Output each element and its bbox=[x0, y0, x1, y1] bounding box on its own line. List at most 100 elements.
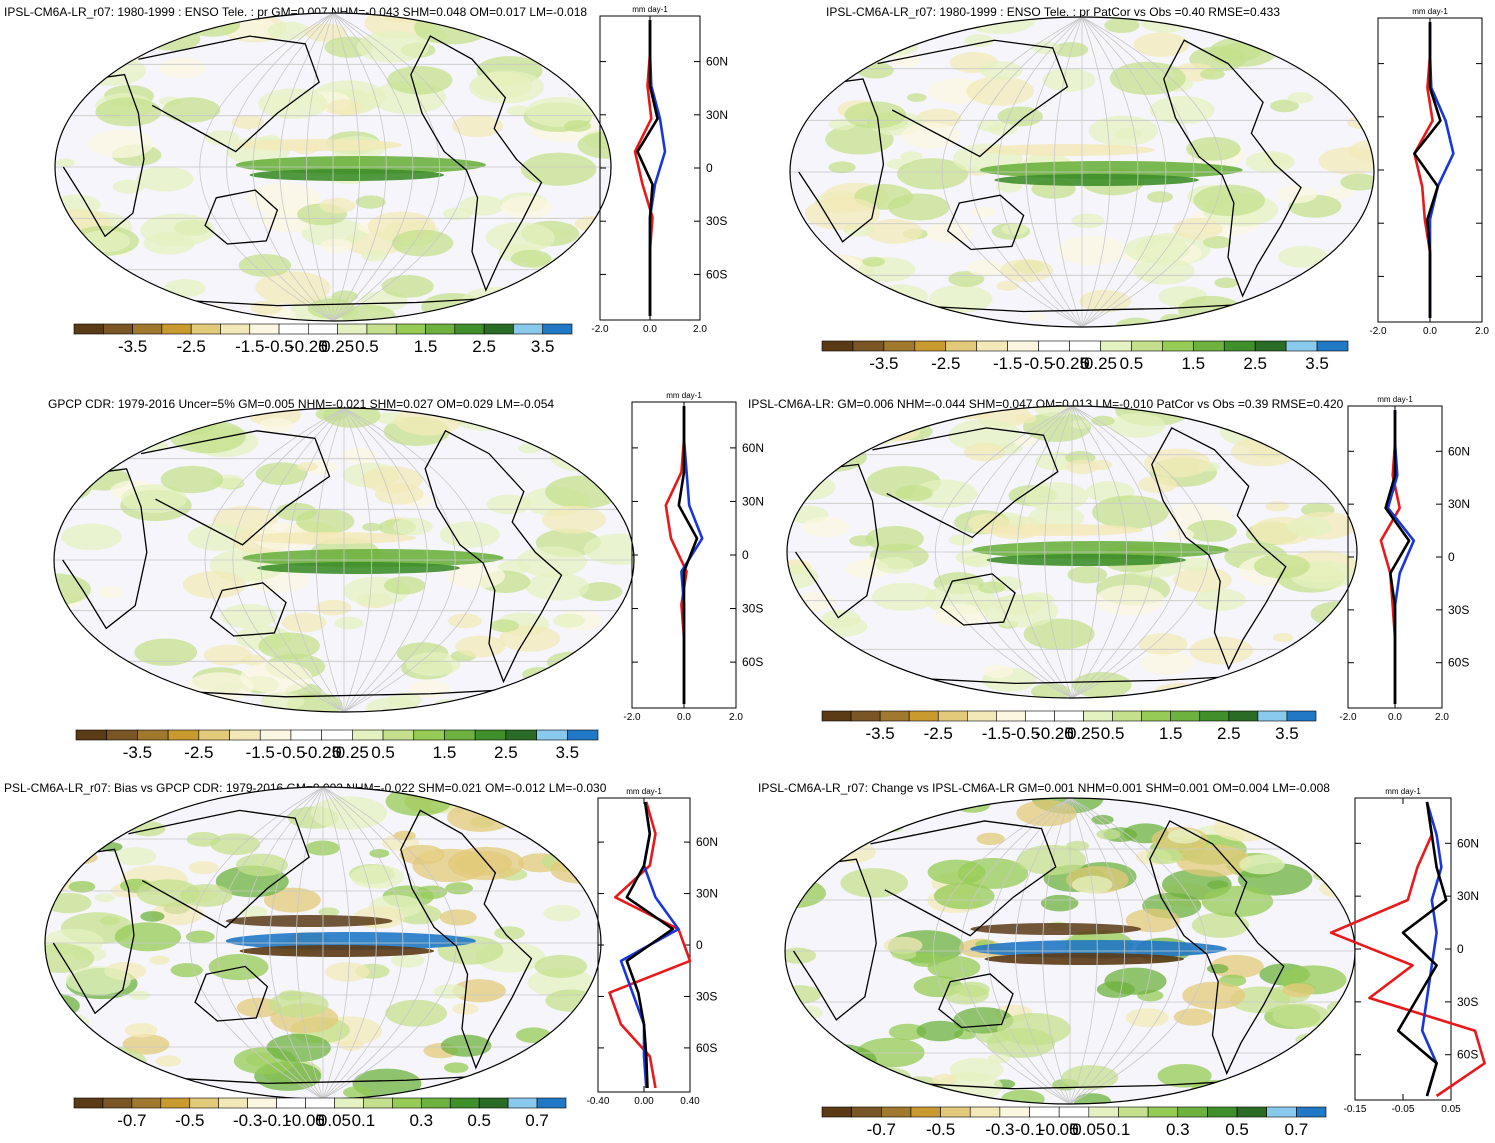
profile-lat-tick: 60N bbox=[1457, 836, 1479, 850]
profile-x-tick: 2.0 bbox=[729, 712, 743, 723]
colorbar-label: 0.7 bbox=[1285, 1120, 1309, 1138]
profile-lat-tick: 30N bbox=[1457, 889, 1479, 903]
profile-x-tick: -2.0 bbox=[1369, 326, 1387, 337]
map-border bbox=[786, 405, 1358, 699]
unit-label: mm day-1 bbox=[1377, 395, 1413, 404]
colorbar-box bbox=[259, 729, 292, 741]
colorbar-box bbox=[1285, 340, 1318, 352]
colorbar-box bbox=[308, 323, 338, 335]
profile-x-tick: 0.0 bbox=[1388, 712, 1402, 723]
profile-series bbox=[1413, 22, 1442, 318]
map-field bbox=[45, 787, 601, 1099]
colorbar-box bbox=[513, 323, 544, 335]
profile-series bbox=[1329, 801, 1486, 1098]
colorbar-label: -0.5 bbox=[264, 337, 293, 356]
coastlines bbox=[52, 809, 533, 1085]
zonal-profile: -2.0 0.0 2.0 mm day-1 60N 30N 0 30S 60S bbox=[591, 5, 728, 335]
colorbar-box bbox=[505, 729, 537, 741]
profile-series bbox=[636, 20, 659, 316]
panel-title: IPSL-CM6A-LR: GM=0.006 NHM=-0.044 SHM=0.… bbox=[748, 397, 1344, 411]
coastlines bbox=[793, 820, 1285, 1090]
colorbar-label: -0.25 bbox=[289, 337, 328, 356]
colorbar-box bbox=[1088, 1106, 1119, 1118]
colorbar-box bbox=[1207, 1106, 1238, 1118]
colorbar-label: 0.25 bbox=[336, 743, 369, 762]
profile-x-tick: -2.0 bbox=[591, 324, 609, 335]
colorbar-box bbox=[1007, 340, 1039, 352]
profile-lat-tick: 30S bbox=[1457, 995, 1478, 1009]
colorbar-box bbox=[1254, 340, 1287, 352]
unit-label: mm day-1 bbox=[1412, 7, 1448, 16]
colorbar-box bbox=[1192, 340, 1225, 352]
coastlines bbox=[62, 429, 563, 698]
colorbar-label: 0.3 bbox=[409, 1111, 433, 1130]
colorbar-label: 0.5 bbox=[371, 743, 395, 762]
colorbar-label: 0.5 bbox=[355, 337, 379, 356]
colorbar-box bbox=[1083, 710, 1113, 722]
colorbar-box bbox=[1236, 1106, 1268, 1118]
profile-x-tick: 2.0 bbox=[1435, 712, 1449, 723]
colorbar-box bbox=[366, 323, 397, 335]
profile-series bbox=[677, 406, 699, 704]
colorbar-box bbox=[1228, 710, 1259, 722]
colorbar-label: 0.5 bbox=[1225, 1120, 1249, 1138]
colorbar-box bbox=[102, 1097, 133, 1109]
colorbar-box bbox=[1131, 340, 1163, 352]
colorbar-label: -1.5 bbox=[993, 354, 1022, 373]
colorbar-box bbox=[1054, 710, 1084, 722]
colorbar-box bbox=[454, 323, 485, 335]
profile-lat-tick: 30S bbox=[742, 602, 763, 616]
map-border bbox=[53, 407, 635, 713]
panel-4: IPSL-CM6A-LR: GM=0.006 NHM=-0.044 SHM=0.… bbox=[748, 395, 1470, 743]
colorbar-box bbox=[851, 1106, 882, 1118]
map-field bbox=[790, 17, 1374, 327]
zonal-profile: -0.15 -0.05 0.05 mm day-1 60N 30N 0 30S 60S bbox=[1329, 787, 1486, 1115]
map-border bbox=[54, 12, 612, 322]
panel-3: GPCP CDR: 1979-2016 Uncer=5% GM=0.005 NH… bbox=[48, 391, 764, 762]
colorbar-label: -0.5 bbox=[276, 743, 305, 762]
colorbar-box bbox=[305, 1097, 335, 1109]
colorbar-box bbox=[337, 323, 368, 335]
colorbar-label: -0.5 bbox=[1024, 354, 1053, 373]
colorbar-label: -0.5 bbox=[175, 1111, 204, 1130]
panel-1: IPSL-CM6A-LR_r07: 1980-1999 : ENSO Tele.… bbox=[4, 5, 728, 356]
colorbar-label: 0.3 bbox=[1166, 1120, 1190, 1138]
colorbar-label: 0.25 bbox=[1084, 354, 1117, 373]
colorbar-label: 0.5 bbox=[1120, 354, 1144, 373]
colorbar-label: 3.5 bbox=[555, 743, 579, 762]
map-field bbox=[785, 798, 1355, 1104]
colorbar-label: -2.5 bbox=[931, 354, 960, 373]
colorbar-box bbox=[131, 1097, 162, 1109]
colorbar-box bbox=[536, 1097, 567, 1109]
profile-lat-tick: 60N bbox=[742, 441, 764, 455]
profile-lat-tick: 0 bbox=[1448, 550, 1455, 564]
colorbar-label: -0.3 bbox=[985, 1120, 1014, 1138]
colorbar-label: 0 bbox=[1069, 1120, 1078, 1138]
colorbar-label: 0.25 bbox=[321, 337, 354, 356]
colorbar-box bbox=[542, 323, 573, 335]
colorbar-box bbox=[940, 1106, 971, 1118]
profile-x-tick: 2.0 bbox=[1475, 326, 1489, 337]
colorbar-label: -0.05 bbox=[286, 1111, 325, 1130]
colorbar-box bbox=[334, 1097, 364, 1109]
colorbar-label: 0 bbox=[332, 743, 341, 762]
profile-lat-tick: 30N bbox=[706, 108, 728, 122]
profile-series bbox=[1384, 410, 1411, 704]
colorbar-box bbox=[444, 729, 476, 741]
colorbar-box bbox=[413, 729, 445, 741]
colorbar-box bbox=[363, 1097, 393, 1109]
colorbar-label: 0.5 bbox=[467, 1111, 491, 1130]
colorbar-box bbox=[914, 340, 947, 352]
colorbar-box bbox=[220, 323, 251, 335]
profile-lat-tick: 60S bbox=[1457, 1048, 1478, 1062]
colorbar-box bbox=[229, 729, 261, 741]
colorbar-label: 0.7 bbox=[525, 1111, 549, 1130]
unit-label: mm day-1 bbox=[1385, 787, 1421, 796]
colorbar-box bbox=[880, 1106, 912, 1118]
profile-x-tick: -0.15 bbox=[1344, 1104, 1367, 1115]
colorbar-box bbox=[966, 710, 997, 722]
profile-series bbox=[608, 801, 692, 1089]
colorbar-box bbox=[536, 729, 568, 741]
colorbar-label: 1.5 bbox=[1159, 724, 1183, 743]
